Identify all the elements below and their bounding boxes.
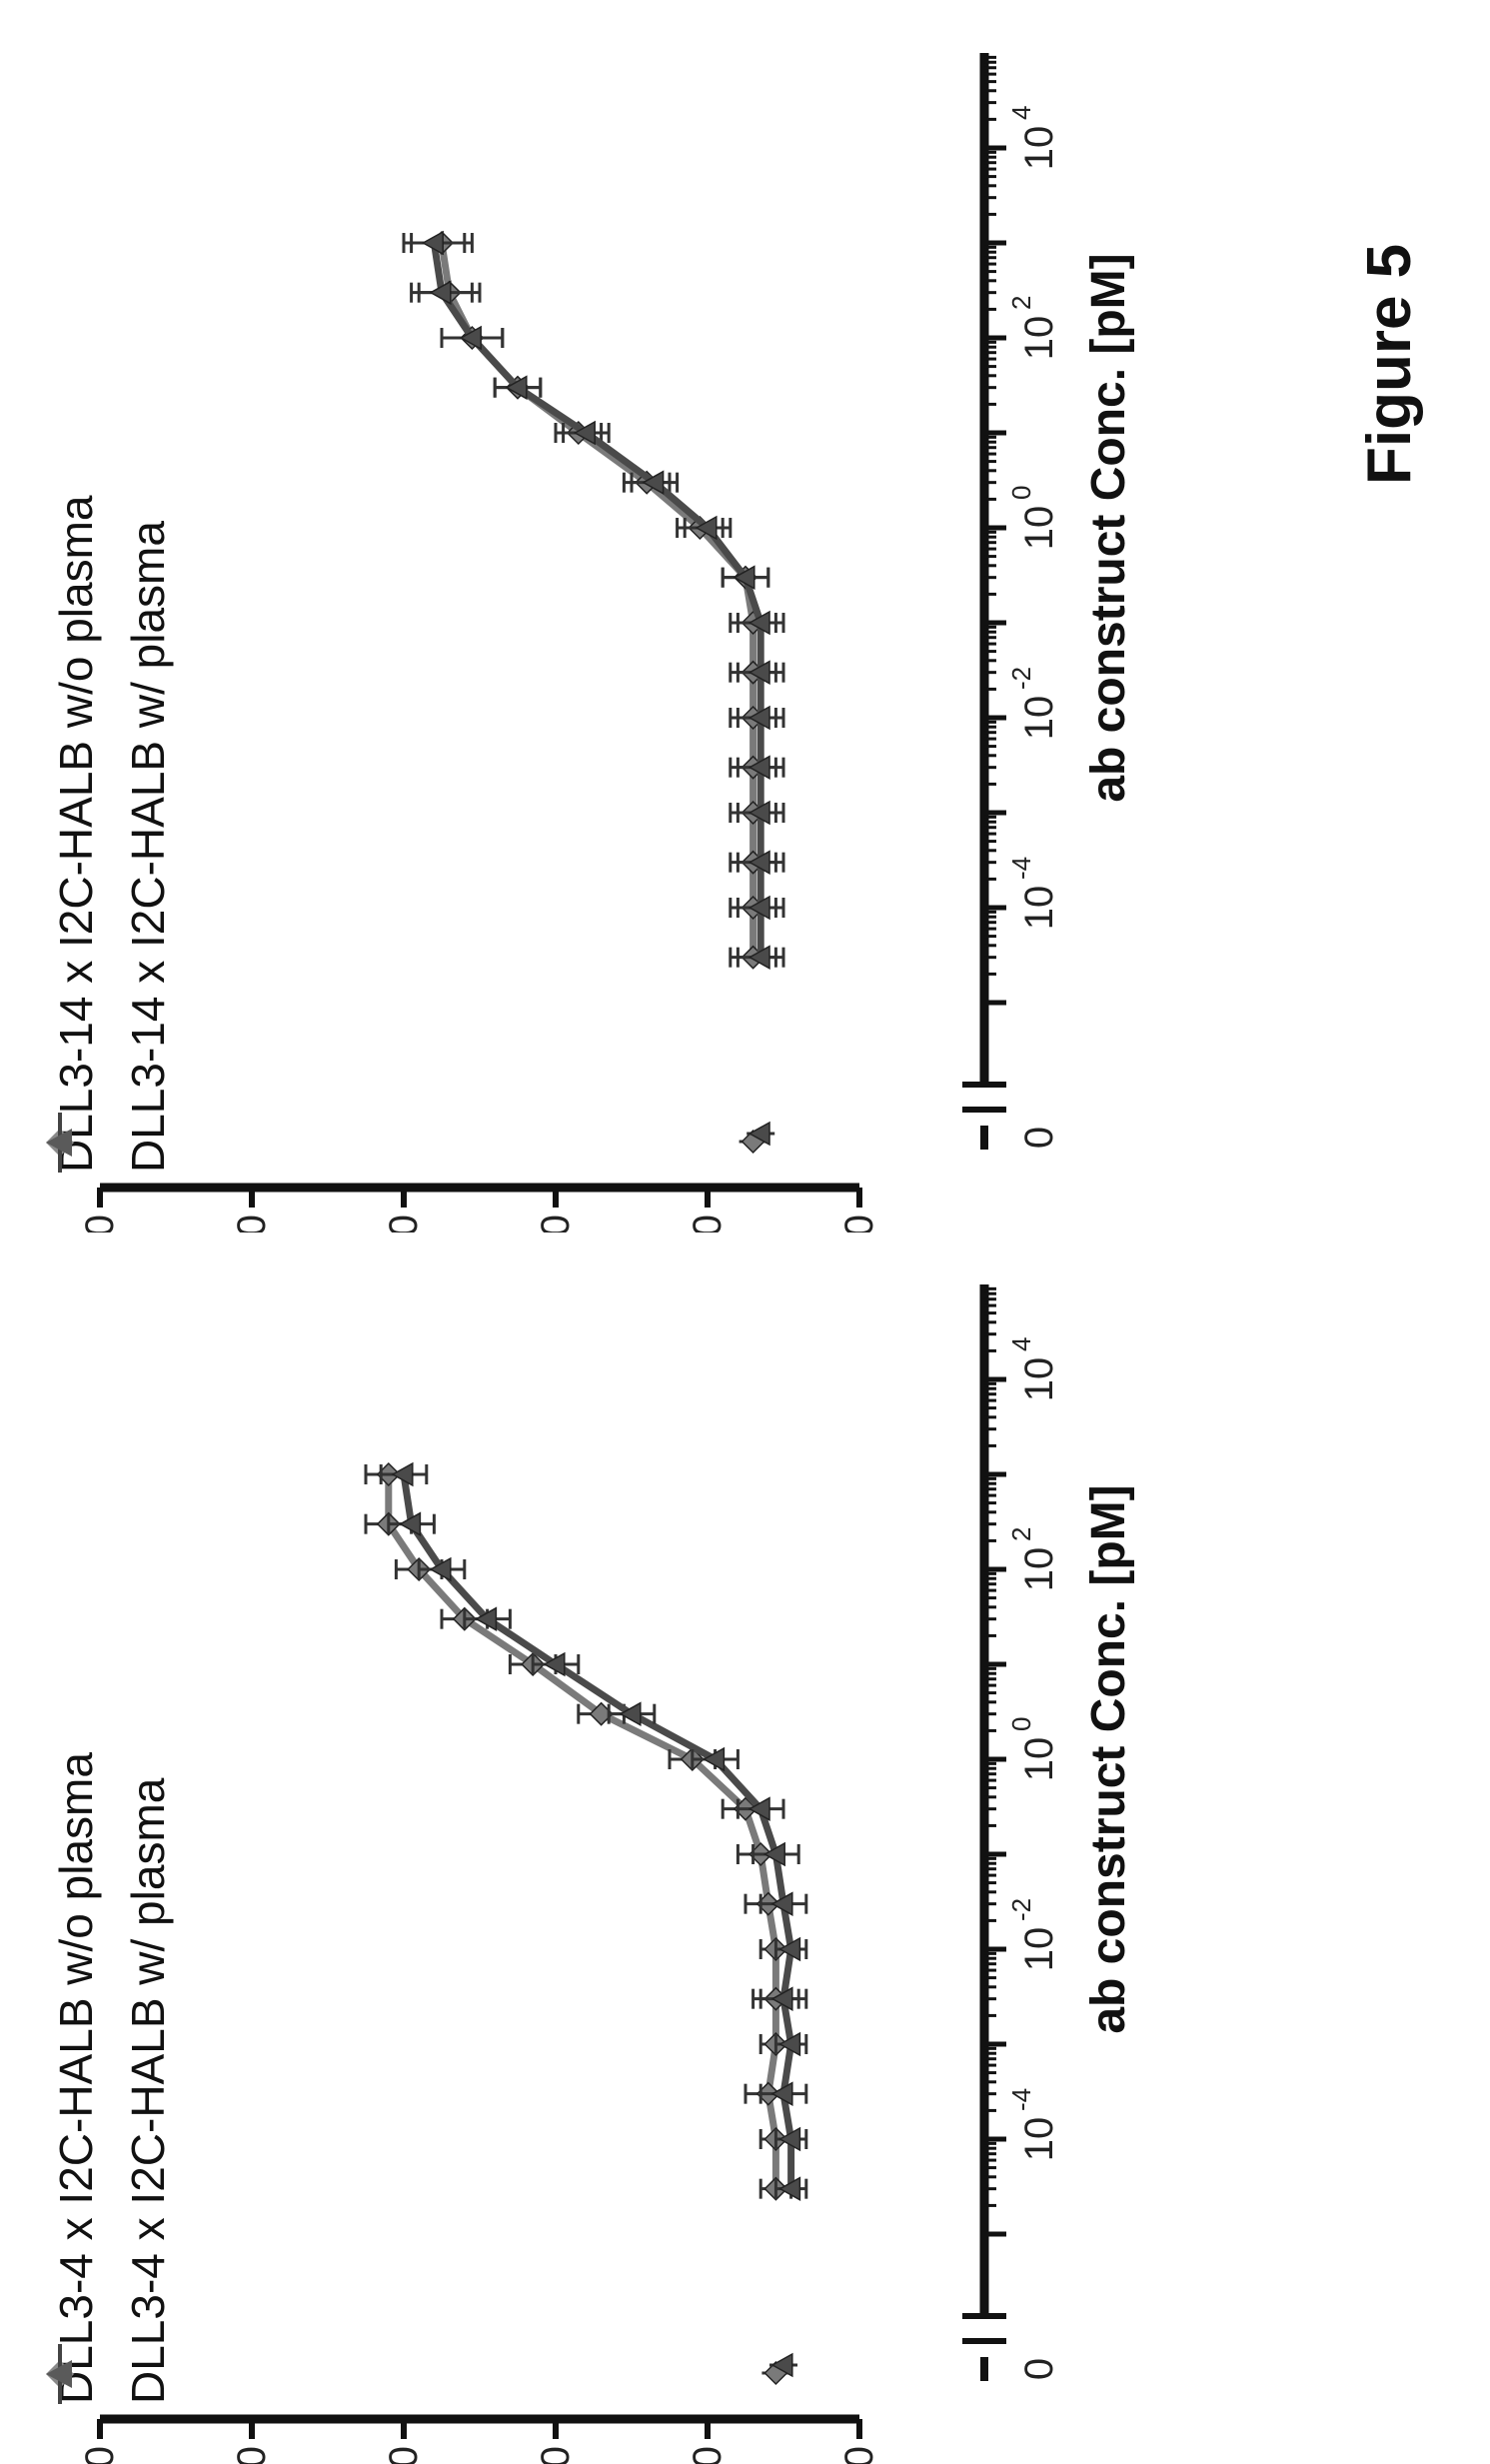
x-tick-label: 0 bbox=[1017, 1127, 1061, 1149]
data-point bbox=[695, 515, 718, 541]
y-tick-label: 80 bbox=[230, 1215, 274, 1232]
series-2-fit-line bbox=[430, 242, 764, 958]
chart-svg-left: 020406080100Lysis [%]010-410-2100102104a… bbox=[78, 1284, 1135, 2464]
x-tick-exponent: 0 bbox=[1006, 1717, 1036, 1731]
x-tick-label: 10 bbox=[1017, 1357, 1061, 1402]
y-tick-label: 60 bbox=[382, 2446, 426, 2464]
y-tick-label: 40 bbox=[534, 1215, 578, 1232]
data-point bbox=[770, 1986, 793, 2011]
x-tick-label: 10 bbox=[1017, 886, 1061, 931]
x-tick-exponent: 0 bbox=[1006, 486, 1036, 500]
data-point bbox=[459, 325, 482, 351]
x-tick-exponent: -2 bbox=[1006, 667, 1036, 690]
data-point bbox=[747, 755, 770, 780]
data-point bbox=[429, 280, 452, 305]
x-tick-exponent: 2 bbox=[1006, 296, 1036, 310]
x-tick-label: 10 bbox=[1017, 696, 1061, 741]
legend-item: DLL3-4 x I2C-HALB w/ plasma bbox=[46, 1752, 184, 2404]
x-tick-label: 10 bbox=[1017, 316, 1061, 361]
x-tick-exponent: 4 bbox=[1006, 1337, 1036, 1351]
legend: DLL3-4 x I2C-HALB w/o plasma DLL3-4 x I2… bbox=[40, 1752, 184, 2404]
data-point bbox=[733, 565, 755, 590]
data-point bbox=[762, 1841, 785, 1867]
legend-item: DLL3-14 x I2C-HALB w/ plasma bbox=[46, 495, 184, 1173]
data-point bbox=[747, 800, 770, 826]
chart-panel-right: DLL3-14 x I2C-HALB w/o plasma DLL3-14 x … bbox=[0, 1, 1490, 1232]
y-tick-label: 60 bbox=[382, 1215, 426, 1232]
y-tick-label: 0 bbox=[837, 2446, 881, 2464]
figure-caption: Figure 5 bbox=[1355, 243, 1424, 485]
data-point bbox=[778, 2126, 801, 2152]
data-point bbox=[391, 1461, 414, 1487]
x-tick-exponent: 2 bbox=[1006, 1527, 1036, 1541]
legend-marker-triangle bbox=[46, 2344, 72, 2404]
data-point bbox=[421, 230, 444, 256]
data-point bbox=[543, 1651, 566, 1677]
x-tick-exponent: -4 bbox=[1006, 2088, 1036, 2111]
data-point bbox=[747, 610, 770, 636]
data-point bbox=[505, 375, 528, 400]
series-1-fit-line bbox=[438, 242, 757, 958]
y-tick-label: 100 bbox=[78, 2446, 122, 2464]
chart-panel-left: DLL3-4 x I2C-HALB w/o plasma DLL3-4 x I2… bbox=[0, 1232, 1490, 2464]
data-point bbox=[399, 1511, 422, 1536]
y-tick-label: 20 bbox=[686, 2446, 730, 2464]
data-point bbox=[770, 2081, 793, 2106]
x-axis-label: ab construct Conc. [pM] bbox=[1082, 1484, 1135, 2033]
x-tick-exponent: -2 bbox=[1006, 1898, 1036, 1921]
x-tick-label: 0 bbox=[1017, 2358, 1061, 2380]
series-1-fit-line bbox=[385, 1474, 779, 2189]
data-point bbox=[747, 895, 770, 921]
y-tick-label: 80 bbox=[230, 2446, 274, 2464]
series-2-fit-line bbox=[400, 1473, 795, 2189]
data-point bbox=[747, 1796, 770, 1821]
data-point bbox=[703, 1746, 726, 1772]
x-tick-label: 10 bbox=[1017, 506, 1061, 551]
x-tick-label: 10 bbox=[1017, 1927, 1061, 1972]
data-point bbox=[747, 850, 770, 875]
zero-point-marker bbox=[770, 2352, 793, 2378]
legend: DLL3-14 x I2C-HALB w/o plasma DLL3-14 x … bbox=[40, 495, 184, 1173]
zero-point-marker bbox=[747, 1121, 770, 1147]
y-tick-label: 0 bbox=[837, 1215, 881, 1232]
x-tick-label: 10 bbox=[1017, 2117, 1061, 2162]
y-tick-label: 40 bbox=[534, 2446, 578, 2464]
chart-svg-right: 020406080100Lysis [%]010-410-2100102104a… bbox=[78, 53, 1135, 1232]
x-axis-label: ab construct Conc. [pM] bbox=[1082, 253, 1135, 802]
data-point bbox=[642, 470, 665, 495]
data-point bbox=[778, 1936, 801, 1962]
data-point bbox=[778, 2176, 801, 2201]
data-point bbox=[770, 1891, 793, 1916]
x-tick-label: 10 bbox=[1017, 1737, 1061, 1782]
x-tick-label: 10 bbox=[1017, 126, 1061, 171]
data-point bbox=[475, 1606, 498, 1631]
data-point bbox=[747, 705, 770, 731]
legend-marker-triangle bbox=[46, 1113, 72, 1173]
data-point bbox=[747, 945, 770, 970]
data-point bbox=[778, 2031, 801, 2057]
x-tick-exponent: 4 bbox=[1006, 106, 1036, 120]
data-point bbox=[747, 660, 770, 685]
data-point bbox=[573, 420, 596, 446]
x-tick-label: 10 bbox=[1017, 1547, 1061, 1592]
y-tick-label: 20 bbox=[686, 1215, 730, 1232]
data-point bbox=[429, 1556, 452, 1582]
data-point bbox=[619, 1701, 642, 1726]
x-tick-exponent: -4 bbox=[1006, 857, 1036, 880]
y-tick-label: 100 bbox=[78, 1215, 122, 1232]
